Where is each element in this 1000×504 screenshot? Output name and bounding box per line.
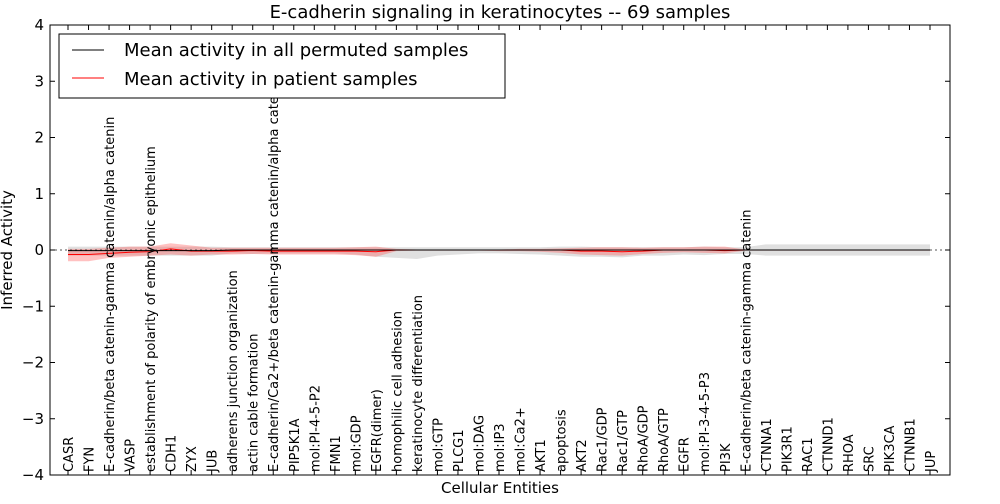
legend-label-patient: Mean activity in patient samples	[124, 69, 418, 90]
x-tick-label: actin cable formation	[247, 334, 262, 472]
y-tick-label: −3	[22, 410, 44, 428]
x-tick-label: Rac1/GTP	[616, 410, 631, 472]
legend-label-permuted: Mean activity in all permuted samples	[124, 40, 468, 61]
legend-box	[58, 33, 506, 99]
permuted-activity-band	[68, 244, 930, 259]
x-tick-label: adherens junction organization	[226, 270, 241, 472]
permuted-mean-line	[68, 249, 930, 252]
x-tick-label: ZYX	[185, 446, 200, 472]
plot-frame	[49, 24, 951, 476]
y-tick-label: 4	[34, 16, 44, 34]
x-tick-label: AKT2	[575, 439, 590, 472]
x-tick-label: CASR	[62, 437, 77, 472]
x-tick-label: PLCG1	[452, 429, 467, 472]
x-tick-label: mol:DAG	[472, 415, 487, 472]
y-tick-label: −4	[22, 466, 44, 484]
x-tick-label: CTNND1	[821, 417, 836, 472]
x-tick-label: establishment of polarity of embryonic e…	[144, 146, 159, 472]
y-axis-ticks: −4 −3 −2 −1 0 1 2 3 4	[22, 16, 950, 484]
y-tick-label: 2	[34, 129, 44, 147]
x-tick-label: mol:PI-3-4-5-P3	[698, 372, 713, 472]
x-tick-label: FMN1	[329, 435, 344, 472]
x-tick-label: CTNNB1	[903, 418, 918, 472]
x-tick-label: E-cadherin/Ca2+/beta catenin-gamma caten…	[267, 76, 282, 472]
x-axis-ticks: CASR FYN E-cadherin/beta catenin-gamma cat…	[62, 25, 939, 475]
x-tick-label: CDH1	[165, 435, 180, 472]
x-tick-label: RhoA/GTP	[657, 408, 672, 472]
x-tick-label: SRC	[862, 446, 877, 472]
chart-title: E-cadherin signaling in keratinocytes --…	[270, 2, 731, 23]
x-tick-label: EGFR	[678, 437, 693, 472]
x-tick-label: RAC1	[801, 437, 816, 472]
x-tick-label: E-cadherin/beta catenin-gamma catenin	[739, 210, 754, 472]
x-tick-label: JUB	[206, 450, 221, 473]
y-axis-label: Inferred Activity	[0, 190, 16, 310]
x-tick-label: mol:GDP	[349, 415, 364, 472]
x-tick-label: E-cadherin/beta catenin-gamma catenin/al…	[103, 117, 118, 472]
legend: Mean activity in all permuted samples Me…	[58, 33, 506, 99]
x-tick-label: RHOA	[842, 434, 857, 472]
x-tick-label: PIK3R1	[780, 426, 795, 472]
x-tick-label: JUP	[924, 451, 939, 473]
x-tick-label: Rac1/GDP	[596, 407, 611, 472]
activity-bands	[50, 243, 950, 262]
x-tick-label: CTNNA1	[760, 418, 775, 472]
x-tick-label: AKT1	[534, 439, 549, 472]
x-tick-label: apoptosis	[555, 409, 570, 472]
x-axis-label: Cellular Entities	[441, 479, 559, 497]
series-lines	[68, 248, 930, 255]
y-tick-label: 3	[34, 72, 44, 90]
x-tick-label: mol:IP3	[493, 423, 508, 472]
y-tick-label: −1	[22, 297, 44, 315]
patient-activity-band	[68, 243, 930, 262]
y-tick-label: 1	[34, 185, 44, 203]
x-tick-label: mol:GTP	[431, 418, 446, 472]
y-tick-label: −2	[22, 354, 44, 372]
x-tick-label: keratinocyte differentiation	[411, 295, 426, 472]
x-tick-label: PI3K	[719, 443, 734, 472]
x-tick-label: FYN	[83, 447, 98, 472]
x-tick-label: PIP5K1A	[288, 418, 303, 472]
x-tick-label: PIK3CA	[883, 425, 898, 472]
x-tick-label: mol:PI-4-5-P2	[308, 385, 323, 472]
x-tick-label: mol:Ca2+	[514, 407, 529, 472]
x-tick-label: RhoA/GDP	[637, 405, 652, 472]
x-tick-label: EGFR(dimer)	[370, 389, 385, 472]
x-tick-label: VASP	[124, 439, 139, 472]
y-tick-label: 0	[34, 241, 44, 259]
x-tick-label: homophilic cell adhesion	[390, 311, 405, 472]
